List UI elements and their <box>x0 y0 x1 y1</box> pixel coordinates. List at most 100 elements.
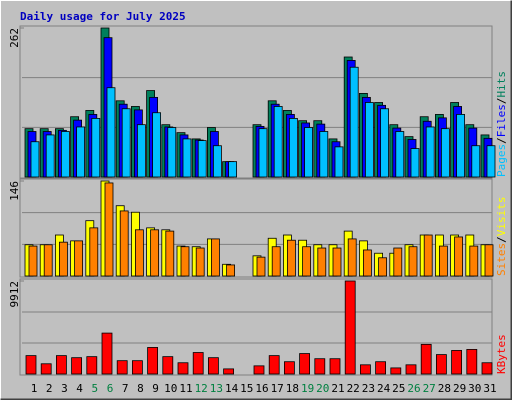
bar <box>332 247 342 277</box>
bar <box>347 238 357 277</box>
legend-entry: KBytes <box>495 334 508 374</box>
legend-separator: / <box>495 236 508 243</box>
bar <box>74 240 83 277</box>
bar <box>283 361 295 375</box>
x-tick-label: 31 <box>483 382 496 395</box>
legend-entry: Files <box>495 104 508 137</box>
bar <box>30 141 40 178</box>
x-tick-label: 1 <box>31 382 38 395</box>
bar <box>59 241 68 277</box>
x-tick-label: 19 <box>301 382 314 395</box>
bar <box>101 332 113 375</box>
bar <box>207 357 219 375</box>
bar <box>440 128 450 178</box>
x-tick-label: 20 <box>316 382 329 395</box>
bar <box>116 360 128 375</box>
x-tick-label: 5 <box>91 382 98 395</box>
bar <box>162 356 174 375</box>
bar <box>212 145 222 178</box>
bar <box>43 244 53 277</box>
bar <box>317 247 327 277</box>
legend: Sites/Visits <box>495 197 508 277</box>
x-tick-label: 22 <box>347 382 360 395</box>
bar <box>420 343 432 375</box>
bar <box>256 256 266 277</box>
x-tick-label: 4 <box>76 382 83 395</box>
x-tick-label: 15 <box>240 382 253 395</box>
bar <box>61 131 70 178</box>
bar <box>147 347 159 375</box>
x-tick-label: 12 <box>195 382 208 395</box>
bar <box>121 108 131 178</box>
bar <box>56 355 67 375</box>
bar <box>456 114 466 178</box>
bar <box>106 87 116 178</box>
bar <box>86 356 98 375</box>
x-tick-label: 9 <box>152 382 159 395</box>
legend-entry: Hits <box>495 71 508 98</box>
x-tick-label: 13 <box>210 382 223 395</box>
bar <box>286 239 296 277</box>
bar <box>258 128 268 178</box>
x-tick-label: 30 <box>468 382 481 395</box>
bar <box>378 257 388 277</box>
legend: KBytes <box>495 334 508 374</box>
bar <box>71 357 82 375</box>
x-tick-label: 28 <box>438 382 451 395</box>
bar <box>484 244 494 277</box>
chart-title: Daily usage for July 2025 <box>20 10 186 23</box>
bar <box>150 229 160 277</box>
x-tick-label: 8 <box>137 382 144 395</box>
y-tick-label: 9912 <box>8 281 21 308</box>
bar <box>273 106 283 178</box>
bar <box>152 112 162 178</box>
bar <box>486 145 496 178</box>
bar <box>466 349 478 375</box>
panel <box>19 278 493 376</box>
bar <box>408 246 418 277</box>
x-tick-label: 7 <box>122 382 129 395</box>
bar <box>314 358 326 375</box>
bar <box>304 127 314 178</box>
x-tick-label: 27 <box>423 382 436 395</box>
bar <box>410 148 420 178</box>
bar <box>329 358 341 375</box>
bar <box>197 140 207 178</box>
bar <box>45 134 55 178</box>
bar <box>395 131 405 178</box>
bar <box>481 362 493 375</box>
bar <box>362 249 372 277</box>
bar <box>375 361 387 375</box>
x-tick-label: 23 <box>362 382 375 395</box>
bar <box>299 353 311 375</box>
x-tick-label: 3 <box>61 382 68 395</box>
bar <box>349 66 359 178</box>
y-tick-label: 262 <box>8 28 21 48</box>
legend-separator: / <box>495 98 508 105</box>
bar <box>40 363 52 375</box>
legend-separator: / <box>495 137 508 144</box>
x-tick-label: 10 <box>164 382 177 395</box>
x-tick-label: 26 <box>407 382 420 395</box>
bar <box>136 124 146 178</box>
x-tick-label: 25 <box>392 382 405 395</box>
bar <box>423 234 433 277</box>
x-tick-label: 24 <box>377 382 391 395</box>
y-tick-label: 146 <box>8 181 21 201</box>
bar <box>425 126 435 178</box>
bar <box>344 280 356 375</box>
bar <box>451 350 463 375</box>
bar <box>471 145 481 178</box>
bar <box>438 245 448 277</box>
bar <box>192 352 204 375</box>
legend-entry: Sites <box>495 243 508 276</box>
bar <box>228 161 238 178</box>
x-tick-label: 29 <box>453 382 466 395</box>
bar <box>28 245 38 277</box>
bar <box>167 127 177 178</box>
bar <box>359 364 371 375</box>
x-tick-label: 14 <box>225 382 239 395</box>
bar <box>210 238 220 277</box>
bar <box>334 146 344 178</box>
